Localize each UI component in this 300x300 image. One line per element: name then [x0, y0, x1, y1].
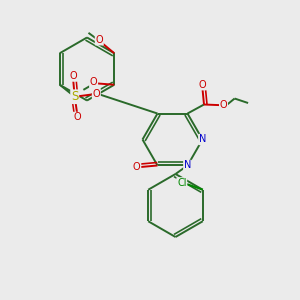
Text: O: O [90, 77, 98, 87]
Text: N: N [184, 160, 191, 170]
Text: O: O [92, 89, 100, 99]
Text: O: O [133, 162, 141, 172]
Text: O: O [73, 112, 81, 122]
Text: O: O [69, 71, 77, 81]
Text: O: O [95, 35, 103, 45]
Text: Cl: Cl [177, 178, 187, 188]
Text: O: O [220, 100, 227, 110]
Text: S: S [71, 90, 78, 103]
Text: N: N [199, 134, 206, 145]
Text: O: O [199, 80, 206, 90]
